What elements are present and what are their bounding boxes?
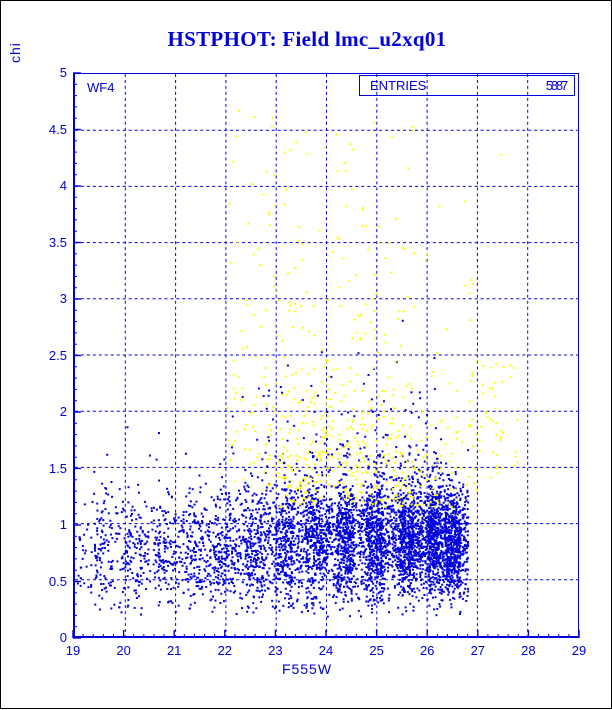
scatter-points xyxy=(75,74,578,636)
x-tick-label: 21 xyxy=(157,643,191,658)
page-title: HSTPHOT: Field lmc_u2xq01 xyxy=(1,27,612,52)
legend-entries-value: 5887 xyxy=(546,78,566,93)
y-tick-label: 3 xyxy=(23,291,67,306)
x-tick-label: 25 xyxy=(360,643,394,658)
chip-label: WF4 xyxy=(87,80,114,95)
y-tick-label: 4.5 xyxy=(23,122,67,137)
y-axis-title: chi xyxy=(7,42,23,63)
y-tick-label: 4 xyxy=(23,178,67,193)
x-tick-label: 28 xyxy=(511,643,545,658)
x-tick-label: 20 xyxy=(107,643,141,658)
y-tick-label: 1.5 xyxy=(23,461,67,476)
x-tick-label: 23 xyxy=(258,643,292,658)
x-tick-label: 26 xyxy=(410,643,444,658)
y-tick-label: 0.5 xyxy=(23,574,67,589)
y-tick-label: 2.5 xyxy=(23,348,67,363)
x-tick-label: 29 xyxy=(562,643,596,658)
legend-box: ENTRIES 5887 xyxy=(359,75,575,96)
legend-entries-label: ENTRIES xyxy=(370,78,426,93)
plot-area: WF4 xyxy=(73,73,579,638)
y-tick-label: 2 xyxy=(23,404,67,419)
x-tick-label: 27 xyxy=(461,643,495,658)
x-tick-label: 24 xyxy=(309,643,343,658)
y-tick-label: 5 xyxy=(23,65,67,80)
y-tick-label: 1 xyxy=(23,517,67,532)
x-tick-label: 22 xyxy=(208,643,242,658)
x-axis-title: F555W xyxy=(1,661,612,677)
y-tick-label: 3.5 xyxy=(23,235,67,250)
x-tick-label: 19 xyxy=(56,643,90,658)
